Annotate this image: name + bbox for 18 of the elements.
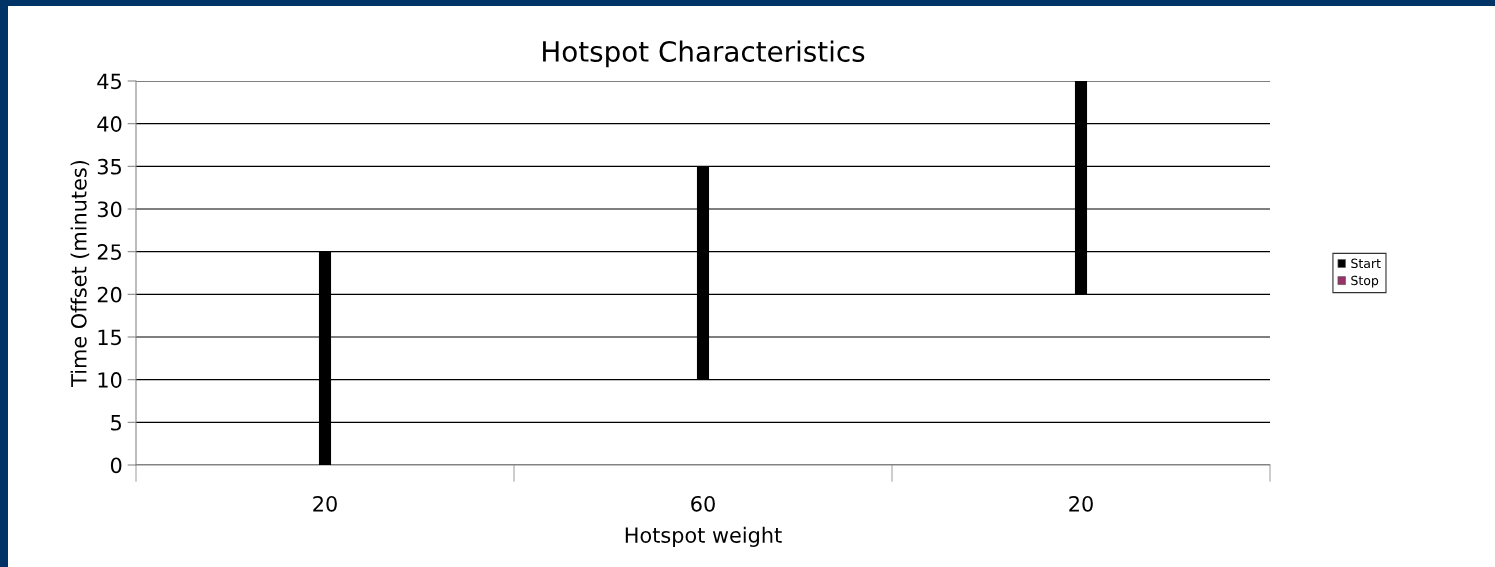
y-tick-label: 10 (98, 372, 122, 388)
legend-label: Stop (1351, 275, 1379, 288)
y-tick-label: 30 (97, 201, 122, 218)
y-tick-label: 35 (97, 158, 121, 175)
x-tick-label: 60 (691, 495, 715, 512)
y-tick-label: 40 (97, 116, 122, 132)
chart-title: Hotspot Characteristics (543, 40, 865, 68)
y-tick-label: 25 (97, 244, 121, 260)
x-tick-label: 20 (313, 495, 337, 512)
x-axis-title: Hotspot weight (625, 526, 782, 547)
y-tick-label: 45 (97, 73, 121, 90)
y-tick-label: 5 (111, 415, 121, 431)
y-tick-label: 20 (97, 286, 122, 303)
x-tick-label: 20 (1069, 495, 1093, 512)
y-tick-label: 15 (98, 329, 121, 346)
y-axis-title: Time Offset (minutes) (70, 160, 90, 387)
y-tick-label: 0 (110, 457, 122, 474)
legend-label: Start (1351, 258, 1381, 269)
